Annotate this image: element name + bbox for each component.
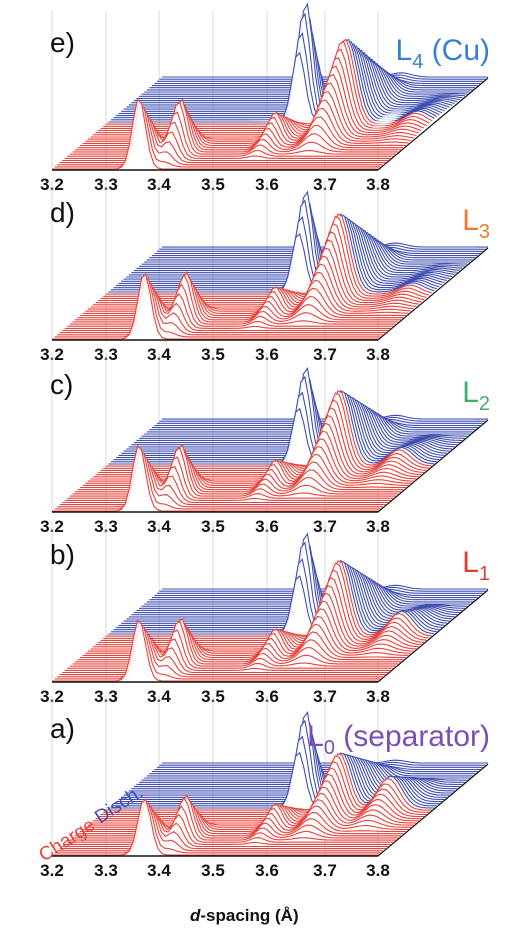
- charge-curve: [52, 444, 378, 512]
- layer-label: L3: [462, 204, 490, 243]
- x-tick-label: 3.7: [313, 861, 337, 880]
- panel-d: 3.2 3.3 3.4 3.5 3.6 3.7 3.8d) L3: [40, 180, 490, 364]
- charge-curve: [72, 617, 399, 665]
- panel-e: 3.2 3.3 3.4 3.5 3.6 3.7 3.8e) L4 (Cu): [40, 2, 490, 194]
- x-tick-label: 3.2: [40, 861, 64, 880]
- charge-curve: [75, 276, 401, 321]
- x-tick-label: 3.5: [201, 861, 225, 880]
- charge-curve: [72, 444, 399, 495]
- x-tick-label: 3.3: [94, 861, 118, 880]
- charge-curve: [75, 798, 401, 837]
- charge-curve: [67, 283, 394, 327]
- discharge-curve: [159, 586, 486, 592]
- depth-axis-line: [377, 77, 489, 171]
- discharge-curve: [162, 759, 488, 764]
- layer-label: L1: [462, 546, 490, 585]
- depth-axis-line: [377, 419, 489, 513]
- depth-axis-line: [377, 247, 489, 341]
- panel-letter: e): [50, 27, 75, 58]
- charge-curve: [77, 802, 404, 835]
- charge-curve: [52, 98, 378, 170]
- charge-curve: [52, 272, 378, 340]
- panel-letter: a): [50, 713, 75, 744]
- discharge-curve: [159, 761, 486, 766]
- charge-curve: [52, 798, 378, 856]
- depth-axis-line: [377, 589, 489, 683]
- charge-curve: [72, 270, 399, 323]
- panel-c: 3.2 3.3 3.4 3.5 3.6 3.7 3.8c) L2: [40, 352, 490, 536]
- x-tick-label: 3.8: [366, 861, 390, 880]
- charge-curve: [72, 98, 399, 153]
- panel-b: 3.2 3.3 3.4 3.5 3.6 3.7 3.8b) L1: [40, 522, 490, 706]
- charge-curve: [69, 796, 396, 841]
- charge-curve: [64, 292, 391, 329]
- charge-curve: [67, 805, 394, 843]
- x-axis-title: d-spacing (Å): [190, 906, 299, 925]
- charge-curve: [69, 273, 396, 325]
- charge-curve: [64, 813, 391, 845]
- layer-label: L0 (separator): [307, 720, 490, 759]
- layer-label: L2: [462, 376, 490, 415]
- layer-label: L4 (Cu): [396, 34, 490, 73]
- charge-curve: [72, 794, 399, 839]
- charge-curve: [77, 281, 404, 319]
- panel-a: 3.2 3.3 3.4 3.5 3.6 3.7 3.8 a) L0 (separator): [40, 696, 490, 880]
- panel-letter: d): [50, 197, 75, 228]
- charge-curve: [52, 619, 378, 682]
- x-tick-label: 3.6: [255, 861, 279, 880]
- discharge-curve: [159, 416, 486, 422]
- x-axis-title-rest: -spacing (Å): [200, 906, 298, 925]
- depth-axis-line: [377, 763, 489, 857]
- x-axis-title-italic: d: [190, 906, 201, 925]
- discharge-curve: [159, 244, 486, 250]
- x-tick-label: 3.4: [147, 861, 171, 880]
- panel-letter: c): [50, 369, 73, 400]
- charge-curve: [80, 807, 407, 833]
- panel-letter: b): [50, 539, 75, 570]
